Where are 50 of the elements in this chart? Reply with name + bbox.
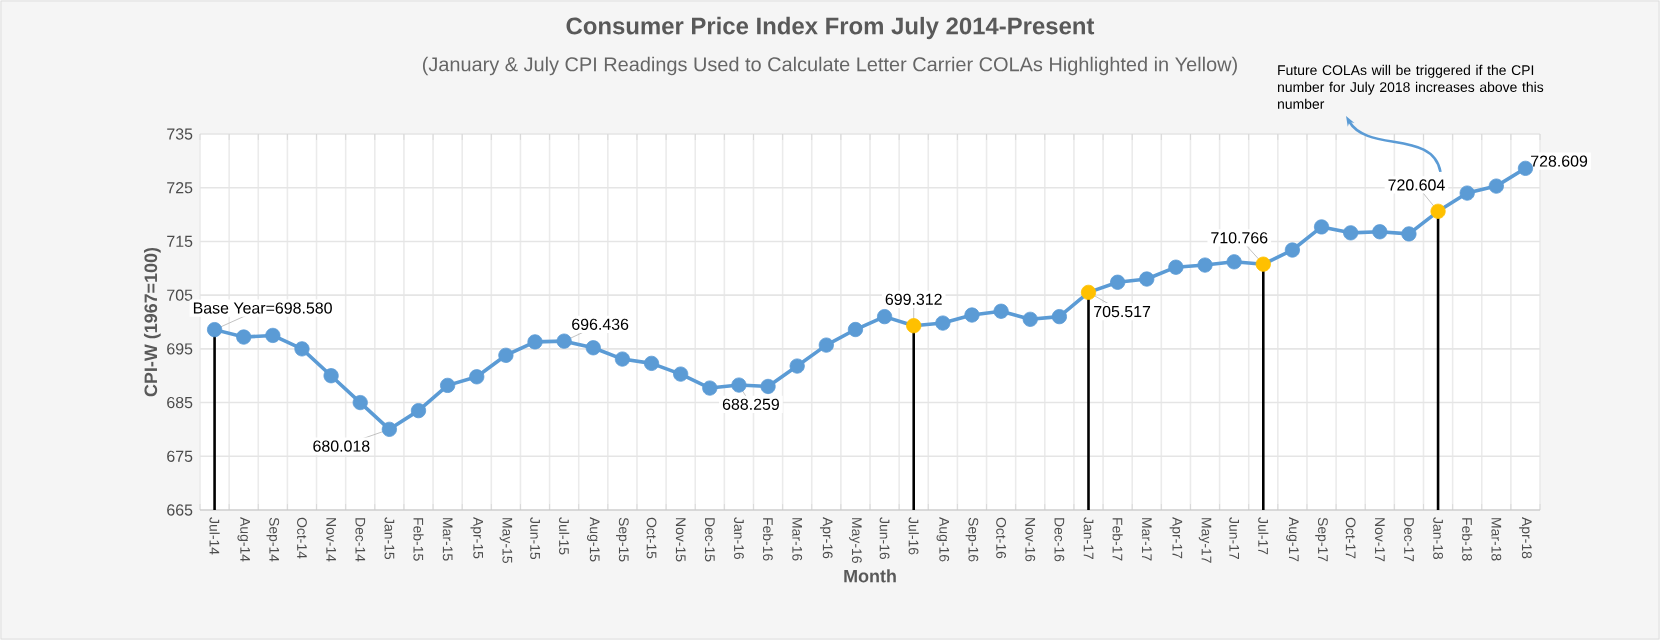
point — [1226, 254, 1242, 270]
point — [1168, 259, 1184, 275]
point — [1197, 257, 1213, 273]
point — [352, 395, 368, 411]
chart-subtitle: (January & July CPI Readings Used to Calculate Letter Carrier COLAs Highlighted in Yellow) — [422, 56, 1237, 76]
point — [207, 322, 223, 338]
point — [1139, 271, 1155, 287]
point — [556, 333, 572, 349]
point — [1430, 203, 1446, 219]
point — [643, 355, 660, 371]
point — [1051, 309, 1067, 325]
point — [1022, 311, 1038, 327]
point — [1459, 185, 1475, 201]
point — [440, 377, 456, 393]
point — [527, 334, 543, 350]
point — [760, 378, 776, 395]
x-axis-title: Month — [844, 569, 896, 583]
point — [818, 337, 834, 353]
point — [1080, 284, 1097, 300]
point — [877, 309, 893, 325]
point — [614, 351, 630, 367]
point — [1488, 178, 1504, 194]
point — [731, 377, 747, 393]
point — [585, 340, 601, 356]
point — [1372, 224, 1388, 240]
point — [673, 366, 689, 382]
point — [847, 321, 864, 338]
point — [1343, 225, 1359, 241]
point — [935, 315, 951, 331]
chart-title: Consumer Price Index From July 2014-Present — [566, 16, 1095, 40]
point — [1255, 256, 1271, 272]
point — [1517, 160, 1534, 176]
point — [323, 368, 339, 384]
point — [294, 341, 310, 357]
point — [410, 403, 427, 419]
point — [1110, 274, 1126, 290]
point — [1313, 219, 1330, 235]
point — [381, 421, 397, 437]
point — [1284, 242, 1300, 258]
point — [789, 358, 805, 374]
point — [498, 347, 514, 363]
point — [265, 327, 281, 343]
point — [236, 329, 252, 345]
point — [1401, 226, 1417, 242]
point — [702, 380, 718, 396]
point — [469, 369, 485, 385]
point — [993, 303, 1009, 319]
point — [906, 318, 922, 334]
y-axis-title: CPI-W (1967=100) — [143, 247, 161, 397]
point — [964, 307, 980, 323]
